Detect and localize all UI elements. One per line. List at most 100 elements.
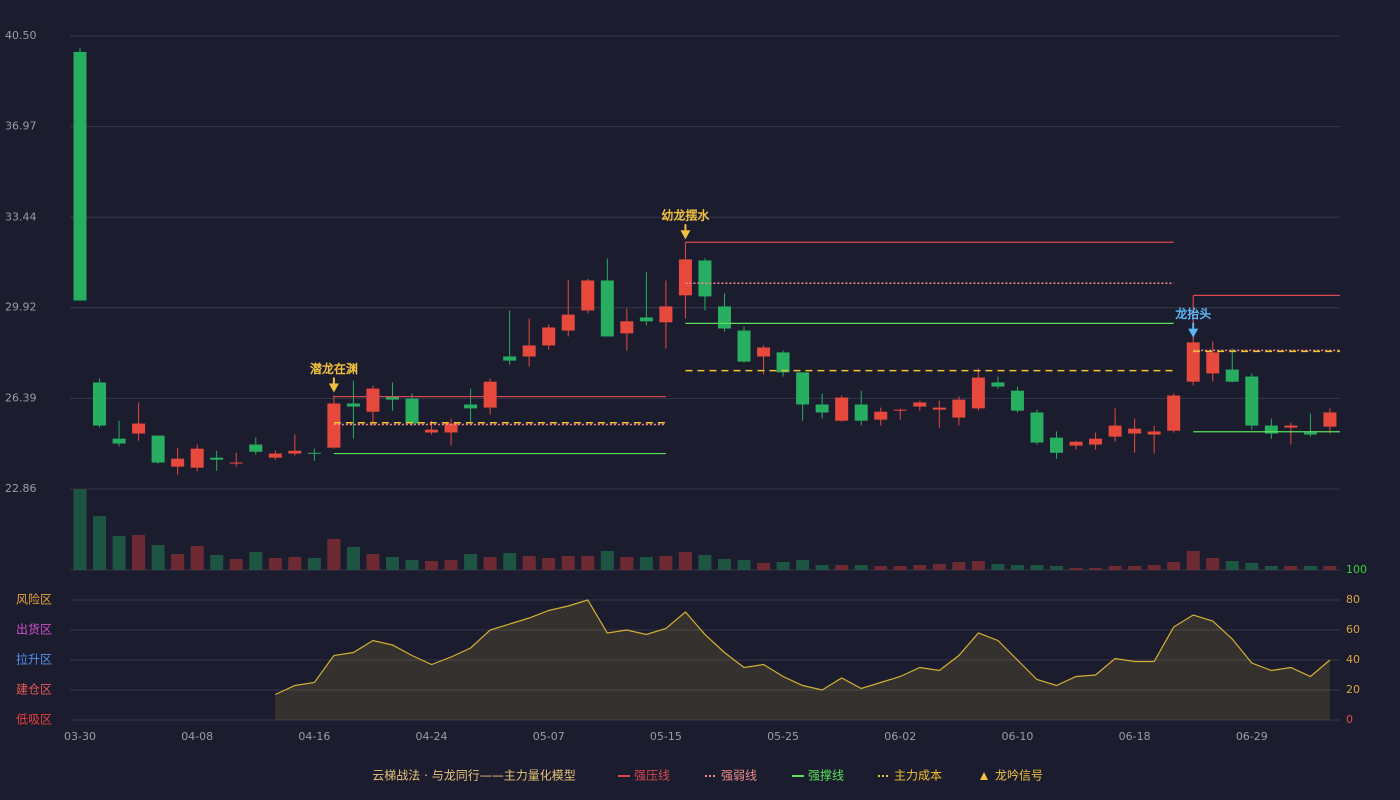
candle-body: [366, 388, 380, 412]
candle-body: [151, 435, 165, 463]
volume-bar: [1264, 566, 1278, 570]
volume-bar: [581, 556, 595, 570]
volume-bar: [327, 539, 341, 570]
volume-bar: [971, 561, 985, 570]
volume-bar: [854, 565, 868, 570]
candle-body: [249, 444, 263, 452]
candle-body: [1147, 431, 1161, 435]
candle-body: [483, 381, 497, 408]
candle-body: [991, 382, 1005, 387]
candle-body: [620, 321, 634, 334]
candle-body: [581, 280, 595, 311]
candle-body: [132, 423, 146, 434]
volume-bar: [151, 545, 165, 570]
volume-bar: [405, 560, 419, 570]
x-tick-label: 03-30: [64, 730, 96, 743]
legend-label: 龙吟信号: [995, 768, 1043, 783]
signal-label: 幼龙摆水: [661, 208, 710, 223]
candle-body: [561, 314, 575, 331]
volume-bar: [444, 560, 458, 570]
candle-body: [171, 458, 185, 467]
volume-bar: [913, 565, 927, 570]
y-tick-label: 29.92: [5, 301, 37, 314]
candle-body: [405, 398, 419, 424]
legend-signal-marker: [980, 772, 988, 780]
candle-body: [932, 407, 946, 410]
zone-label: 出货区: [16, 622, 52, 637]
volume-bar: [1206, 558, 1220, 570]
y2-tick-label: 80: [1346, 593, 1360, 606]
candle-body: [1284, 425, 1298, 428]
candle-body: [854, 404, 868, 421]
volume-bar: [1050, 566, 1063, 570]
legend-label: 强撑线: [808, 768, 844, 783]
indicator-area: [275, 600, 1330, 720]
candle-body: [464, 404, 478, 409]
volume-bar: [73, 489, 87, 570]
volume-bar: [1186, 551, 1200, 570]
volume-bar: [93, 516, 107, 570]
volume-bar: [600, 551, 614, 570]
candle-body: [522, 345, 536, 357]
volume-bar: [190, 546, 204, 570]
volume-bar: [874, 566, 888, 570]
zone-label: 低吸区: [16, 713, 52, 727]
candle-body: [1050, 437, 1063, 453]
x-tick-label: 05-25: [767, 730, 799, 743]
volume-bar: [483, 557, 497, 570]
y2-tick-label: 60: [1346, 623, 1360, 636]
volume-bar: [346, 547, 360, 570]
volume-bar: [835, 565, 849, 570]
candle-body: [93, 382, 107, 426]
candle-body: [1225, 369, 1239, 382]
volume-bar: [639, 557, 653, 570]
candle-body: [112, 438, 126, 444]
candle-body: [307, 452, 321, 454]
indicator-line: [275, 599, 1331, 696]
signal-arrow: [680, 230, 691, 240]
candle-body: [327, 403, 341, 448]
candle-body: [346, 403, 360, 407]
volume-bar: [952, 562, 966, 570]
volume-bar: [1245, 563, 1259, 570]
x-tick-label: 05-15: [650, 730, 682, 743]
volume-bar: [1128, 566, 1142, 570]
volume-bar: [503, 553, 517, 570]
candle-body: [288, 450, 302, 454]
volume-bar: [698, 555, 712, 570]
y-tick-label: 40.50: [5, 29, 37, 42]
volume-bar: [307, 558, 321, 570]
legend-label: 强压线: [634, 769, 670, 783]
candle-body: [893, 409, 907, 411]
candle-body: [1069, 441, 1083, 446]
candle-body: [190, 448, 204, 468]
x-tick-label: 04-24: [416, 730, 448, 743]
volume-bar: [815, 565, 829, 570]
candle-body: [913, 402, 927, 407]
volume-bar: [1030, 565, 1044, 570]
volume-bar: [1167, 562, 1181, 570]
signal-arrow: [328, 383, 339, 393]
volume-bar: [464, 554, 478, 570]
candle-body: [952, 399, 966, 418]
volume-bar: [249, 552, 263, 570]
volume-bar: [268, 558, 282, 570]
volume-bar: [776, 562, 790, 570]
candle-body: [717, 306, 731, 329]
candle-body: [1303, 432, 1317, 435]
x-tick-label: 06-10: [1001, 730, 1033, 743]
x-tick-label: 05-07: [533, 730, 565, 743]
candle-body: [698, 260, 712, 297]
volume-bar: [171, 554, 185, 570]
candle-body: [1206, 352, 1220, 374]
y2-tick-label: 20: [1346, 683, 1360, 696]
volume-bar: [112, 536, 126, 570]
legend-label: 主力成本: [894, 769, 942, 783]
candle-body: [542, 327, 556, 346]
volume-bar: [659, 556, 673, 570]
volume-bar: [132, 535, 146, 570]
candle-body: [600, 280, 614, 337]
candle-body: [444, 423, 458, 433]
candle-body: [73, 51, 87, 301]
x-tick-label: 04-16: [298, 730, 330, 743]
